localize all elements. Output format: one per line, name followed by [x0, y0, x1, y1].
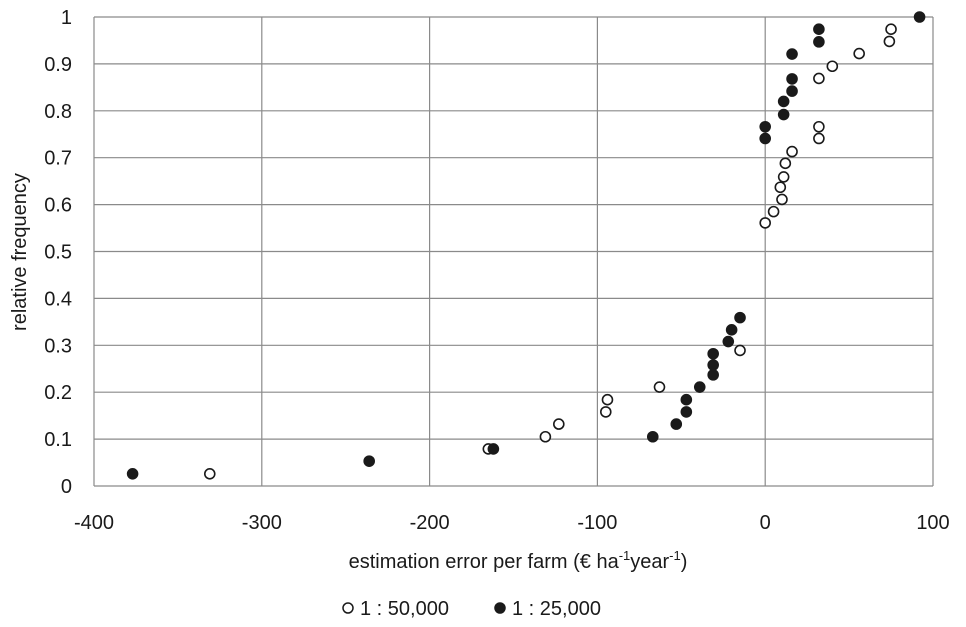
- x-tick-label: 0: [760, 512, 771, 534]
- x-tick-label: -200: [410, 512, 450, 534]
- data-point-1-25000: [707, 369, 719, 381]
- y-axis-title: relative frequency: [9, 173, 31, 331]
- legend-marker-1-25000: [494, 602, 506, 614]
- data-point-1-25000: [680, 393, 693, 406]
- data-point-1-25000: [759, 132, 772, 145]
- x-axis-title-main: estimation error per farm (€ ha: [349, 551, 620, 573]
- y-tick-label: 0.4: [44, 288, 72, 310]
- data-point-1-50000: [553, 418, 565, 430]
- data-point-1-50000: [776, 193, 788, 206]
- data-point-1-25000: [725, 324, 738, 336]
- data-point-1-50000: [853, 47, 865, 60]
- data-point-1-50000: [767, 205, 780, 218]
- x-tick-label: -400: [74, 512, 114, 534]
- data-point-1-50000: [813, 132, 825, 145]
- legend: 1 : 50,000 1 : 25,000: [342, 598, 601, 620]
- tick-labels: 0 0.1 0.2 0.3 0.4 0.5 0.6 0.7 0.8 0.9 1 -400 -300 -20…: [44, 7, 950, 534]
- data-point-1-25000: [707, 359, 719, 371]
- data-point-1-25000: [734, 311, 746, 324]
- data-point-1-50000: [779, 157, 792, 170]
- data-point-1-25000: [126, 468, 139, 480]
- y-tick-label: 0.9: [44, 54, 72, 76]
- data-point-1-50000: [885, 23, 897, 35]
- data-point-1-25000: [813, 36, 825, 48]
- data-point-1-25000: [913, 11, 926, 23]
- y-tick-label: 0.7: [44, 148, 72, 170]
- data-point-1-25000: [759, 120, 772, 133]
- data-point-1-25000: [786, 85, 798, 97]
- data-point-1-25000: [680, 406, 693, 418]
- data-point-1-25000: [363, 455, 375, 467]
- data-point-1-50000: [601, 393, 614, 406]
- y-tick-label: 0.3: [44, 335, 72, 357]
- grid-lines: [93, 16, 934, 487]
- y-tick-label: 0: [61, 476, 72, 498]
- data-point-1-25000: [786, 48, 798, 60]
- legend-marker-1-50000: [342, 602, 354, 614]
- data-point-1-50000: [813, 72, 825, 85]
- y-tick-label: 1: [61, 7, 72, 29]
- data-point-1-25000: [646, 430, 659, 443]
- data-point-1-25000: [487, 443, 500, 455]
- x-axis-title-sup1: -1: [619, 548, 631, 563]
- data-point-1-25000: [722, 335, 735, 348]
- data-point-1-25000: [786, 73, 798, 85]
- x-axis-title-close: ): [681, 551, 688, 573]
- data-point-1-50000: [759, 217, 772, 229]
- data-point-1-50000: [826, 60, 839, 73]
- data-points: [126, 11, 926, 480]
- x-axis-title-year: year: [630, 551, 669, 573]
- y-tick-label: 0.1: [44, 429, 72, 451]
- data-point-1-50000: [774, 181, 787, 194]
- data-point-1-50000: [813, 120, 825, 133]
- data-point-1-50000: [203, 468, 216, 480]
- x-axis-title-sup2: -1: [669, 548, 681, 563]
- x-axis-title: estimation error per farm (€ ha-1year-1): [349, 548, 688, 573]
- y-tick-label: 0.5: [44, 242, 72, 264]
- data-point-1-50000: [786, 145, 798, 158]
- legend-label-1-25000: 1 : 25,000: [512, 598, 601, 620]
- data-point-1-50000: [734, 344, 746, 357]
- data-point-1-25000: [670, 418, 683, 430]
- data-point-1-25000: [693, 381, 706, 393]
- data-point-1-50000: [777, 171, 790, 183]
- data-point-1-50000: [539, 430, 552, 443]
- y-tick-label: 0.2: [44, 382, 72, 404]
- x-tick-label: -300: [242, 512, 282, 534]
- data-point-1-25000: [707, 347, 719, 360]
- data-point-1-25000: [813, 23, 825, 35]
- data-point-1-50000: [883, 35, 896, 48]
- x-tick-label: -100: [577, 512, 617, 534]
- data-point-1-50000: [599, 406, 612, 418]
- data-point-1-50000: [653, 381, 666, 393]
- data-point-1-25000: [777, 95, 790, 108]
- x-tick-label: 100: [916, 512, 949, 534]
- data-point-1-25000: [777, 108, 790, 121]
- legend-label-1-50000: 1 : 50,000: [360, 598, 449, 620]
- y-tick-label: 0.6: [44, 195, 72, 217]
- y-tick-label: 0.8: [44, 101, 72, 123]
